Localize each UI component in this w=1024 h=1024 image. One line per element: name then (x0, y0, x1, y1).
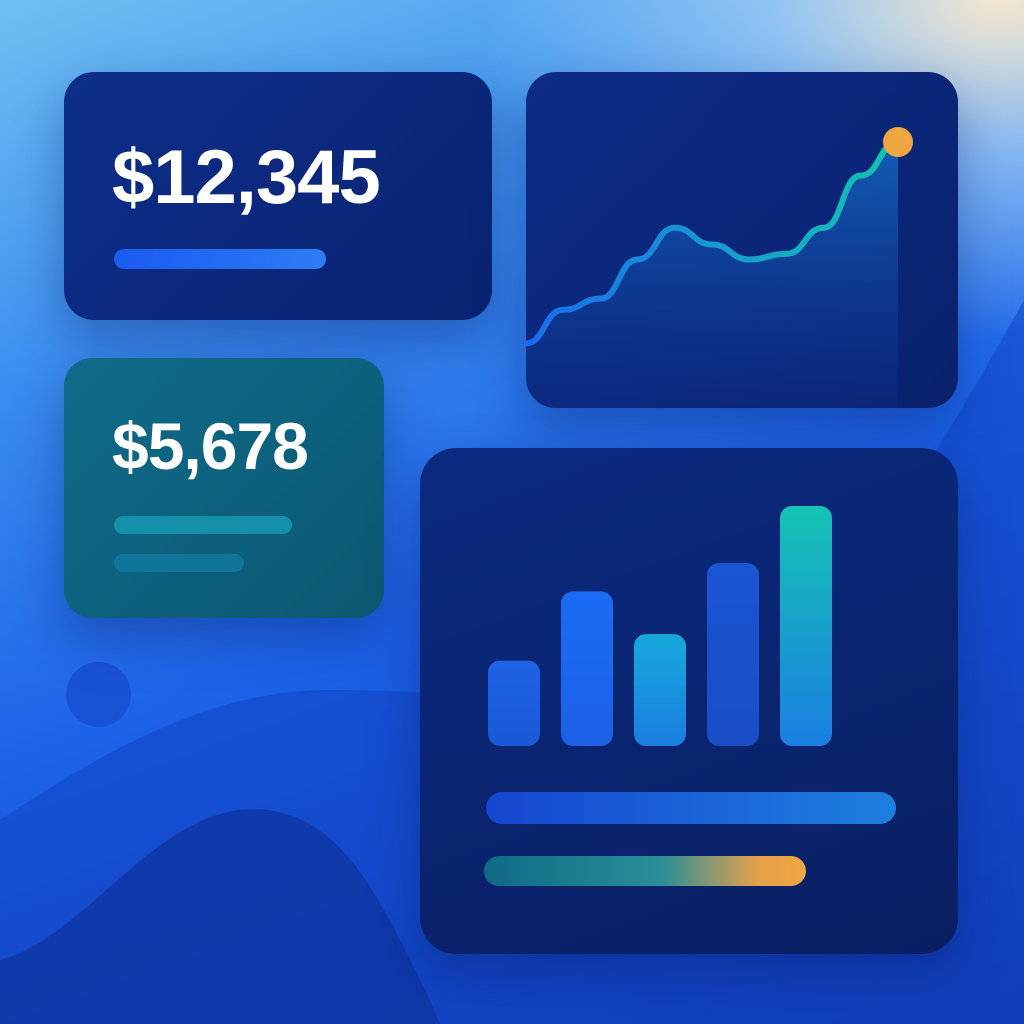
bar-chart-bar-2 (561, 591, 613, 746)
secondary-amount: $5,678 (112, 409, 309, 483)
bar-chart (488, 506, 832, 746)
balance-amount: $12,345 (112, 135, 381, 220)
background-wave-front (0, 809, 440, 1024)
balance-progress-bar (114, 249, 326, 269)
bar-chart-bars (488, 506, 832, 746)
line-chart-area (526, 142, 898, 408)
secondary-card[interactable]: $5,678 (64, 358, 384, 618)
bar-chart-bar-3 (634, 634, 686, 746)
secondary-detail-bar-1 (114, 516, 292, 534)
balance-card[interactable]: $12,345 (64, 72, 492, 320)
line-chart (526, 127, 913, 408)
bar-chart-card[interactable] (420, 448, 958, 954)
line-chart-highlight-point (883, 127, 913, 157)
line-chart-card[interactable] (526, 72, 958, 408)
bar-chart-bar-1 (488, 660, 540, 746)
line-chart-series (526, 139, 901, 347)
bar-card-progress-fill-2 (484, 856, 806, 886)
bar-chart-bar-4 (707, 562, 759, 746)
bar-chart-bar-5 (780, 506, 832, 746)
bar-card-progress-bar-2 (484, 856, 806, 886)
secondary-detail-bar-2 (114, 554, 244, 572)
decorative-circle (66, 662, 131, 727)
bar-card-progress-bar-1 (486, 792, 896, 824)
